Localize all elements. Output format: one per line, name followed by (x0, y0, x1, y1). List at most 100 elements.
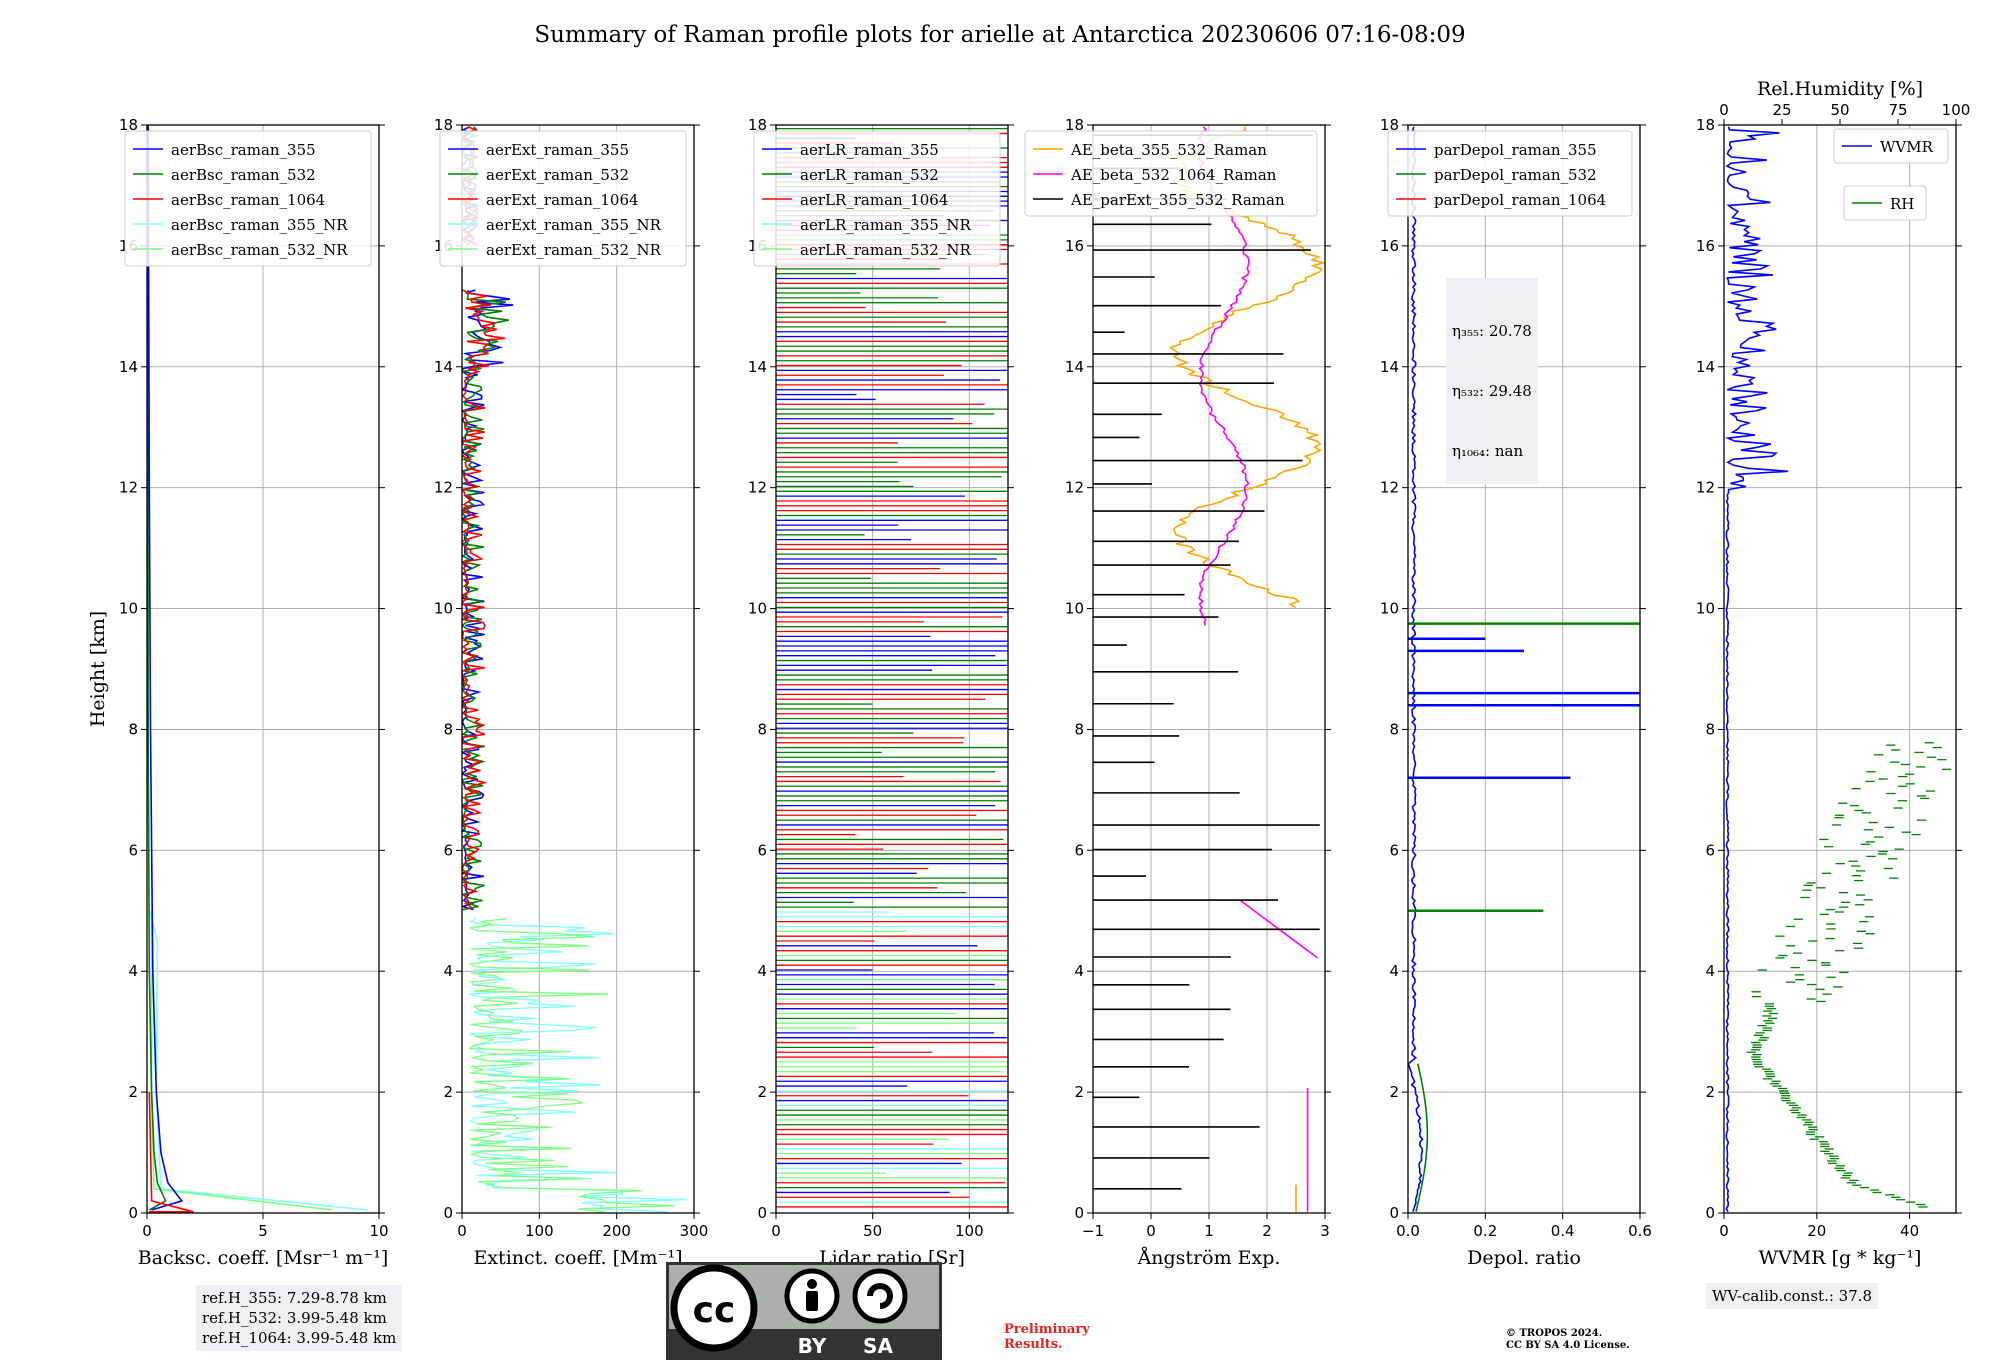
series-depol-532 (1415, 1063, 1429, 1212)
x-tick-label: 0 (1719, 1222, 1729, 1240)
legend-label: parDepol_raman_1064 (1434, 191, 1606, 209)
legend-label: RH (1890, 195, 1914, 213)
y-tick-label: 0 (1389, 1204, 1399, 1222)
x-tick-label: −1 (1082, 1222, 1104, 1240)
panel-lr: 024681012141618050100Lidar ratio [Sr]aer… (748, 116, 1014, 1269)
sa-icon-arrow (867, 1283, 893, 1309)
cc-icon-text: cc (693, 1290, 736, 1331)
y-tick-label: 0 (443, 1204, 453, 1222)
legend-label: aerLR_raman_1064 (800, 191, 948, 209)
legend-label: aerExt_raman_532_NR (486, 241, 662, 259)
reference-height-box: ref.H_355: 7.29-8.78 km ref.H_532: 3.99-… (196, 1285, 403, 1351)
legend-label: aerExt_raman_355_NR (486, 216, 662, 234)
panel-plot-wv (1724, 125, 1956, 1213)
series-aerBsc_raman_1064 (148, 1092, 194, 1213)
y-tick-label: 12 (434, 479, 453, 497)
y-tick-label: 8 (1705, 720, 1715, 738)
x-axis-label: Depol. ratio (1467, 1247, 1581, 1269)
legend-box (1843, 185, 1927, 221)
series-wvmr (1724, 126, 1789, 1213)
panel-ext: 0246810121416180100200300Extinct. coeff.… (434, 116, 708, 1269)
y-tick-label: 14 (748, 358, 767, 376)
legend-box (753, 130, 1001, 267)
y-tick-label: 8 (1389, 720, 1399, 738)
cc-by-sa-badge: cc BY SA (666, 1262, 942, 1360)
x-tick-label: 0.6 (1628, 1222, 1652, 1240)
y-tick-label: 10 (1065, 600, 1084, 618)
y-tick-label: 14 (1696, 358, 1715, 376)
legend-label: aerBsc_raman_1064 (171, 191, 325, 209)
y-tick-label: 6 (1074, 841, 1084, 859)
y-tick-label: 4 (1389, 962, 1399, 980)
legend-label: WVMR (1880, 138, 1934, 156)
legend-label: parDepol_raman_355 (1434, 141, 1597, 159)
y-tick-label: 12 (1380, 479, 1399, 497)
y-axis-label: Height [km] (87, 611, 109, 727)
x-tick-label: 50 (863, 1222, 882, 1240)
y-tick-label: 8 (128, 720, 138, 738)
eta-532: η₅₃₂: 29.48 (1452, 382, 1532, 400)
y-tick-label: 16 (1696, 237, 1715, 255)
y-tick-label: 2 (1705, 1083, 1715, 1101)
legend-label: aerLR_raman_355_NR (800, 216, 971, 234)
legend-label: aerLR_raman_532 (800, 166, 939, 184)
legend-ext: aerExt_raman_355 aerExt_raman_532 aerExt_r… (439, 130, 687, 267)
cc-icon (670, 1264, 758, 1352)
legend-label: aerExt_raman_1064 (486, 191, 639, 209)
y-tick-label: 14 (434, 358, 453, 376)
panel-plot-ae (1093, 125, 1325, 1213)
x-tick-label: 1 (1204, 1222, 1214, 1240)
series-ext-nr-1 (468, 917, 676, 1213)
by-icon-head (807, 1279, 817, 1289)
y-tick-label: 10 (748, 600, 767, 618)
y-tick-label: 2 (443, 1083, 453, 1101)
legend-label: aerBsc_raman_355 (171, 141, 316, 159)
y-tick-label: 12 (748, 479, 767, 497)
y-tick-label: 2 (1074, 1083, 1084, 1101)
series-ae-beta-355-532 (1168, 126, 1325, 1212)
x-tick-label: 40 (1900, 1222, 1919, 1240)
top-x-tick-label: 75 (1888, 101, 1907, 119)
legend-label: aerBsc_raman_355_NR (171, 216, 348, 234)
top-x-tick-label: 25 (1772, 101, 1791, 119)
legend-box (124, 130, 372, 267)
series-aerBsc_raman_532_NR (150, 910, 333, 1211)
y-tick-label: 18 (748, 116, 767, 134)
legend-label: parDepol_raman_532 (1434, 166, 1597, 184)
legend-label: aerLR_raman_355 (800, 141, 939, 159)
y-tick-label: 2 (128, 1083, 138, 1101)
y-tick-label: 8 (757, 720, 767, 738)
legend-box (439, 130, 687, 267)
y-tick-label: 10 (434, 600, 453, 618)
y-tick-label: 10 (119, 600, 138, 618)
eta-1064: η₁₀₆₄: nan (1452, 442, 1524, 460)
y-tick-label: 4 (443, 962, 453, 980)
top-x-tick-label: 0 (1719, 101, 1729, 119)
series-aerBsc_raman_532 (147, 125, 167, 1211)
y-tick-label: 6 (1705, 841, 1715, 859)
legend-bsc: aerBsc_raman_355 aerBsc_raman_532 aerBsc_r… (124, 130, 372, 267)
y-tick-label: 18 (434, 116, 453, 134)
y-tick-label: 18 (119, 116, 138, 134)
legend-ae: AE_beta_355_532_Raman AE_beta_532_1064_Ra… (1024, 130, 1318, 217)
by-label: BY (798, 1334, 827, 1358)
legend-label: aerBsc_raman_532_NR (171, 241, 348, 259)
x-axis-label: Ångström Exp. (1137, 1247, 1281, 1269)
x-tick-label: 100 (955, 1222, 984, 1240)
legend-dep: parDepol_raman_355 parDepol_raman_532 parD… (1387, 130, 1633, 217)
legend-wvmr: WVMR (1833, 128, 1949, 164)
x-tick-label: 0.4 (1551, 1222, 1575, 1240)
y-tick-label: 18 (1380, 116, 1399, 134)
sa-label: SA (863, 1334, 893, 1358)
y-tick-label: 10 (1380, 600, 1399, 618)
x-axis-label: Backsc. coeff. [Msr⁻¹ m⁻¹] (138, 1247, 389, 1269)
legend-label: aerExt_raman_355 (486, 141, 629, 159)
legend-label: aerLR_raman_532_NR (800, 241, 971, 259)
wv-calibration-box: WV-calib.const.: 37.8 (1706, 1283, 1879, 1309)
preliminary-note: Preliminary Results. (1004, 1322, 1090, 1352)
y-tick-label: 8 (443, 720, 453, 738)
x-tick-label: 0.2 (1473, 1222, 1497, 1240)
x-axis-label: WVMR [g * kg⁻¹] (1759, 1247, 1922, 1269)
